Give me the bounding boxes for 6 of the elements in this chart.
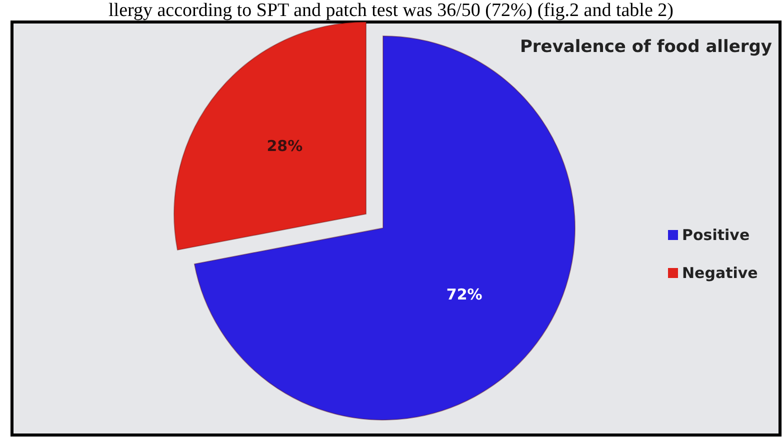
legend-label: Positive <box>682 226 750 244</box>
text: Prevalence of food allergy <box>520 37 772 57</box>
data-label: 28% <box>266 136 303 155</box>
data-label: 72% <box>446 285 482 304</box>
text: llergy according to SPT and patch test was 36/50 (72%) (fig.2 and table 2) <box>108 0 674 21</box>
legend-label: Negative <box>682 264 758 282</box>
